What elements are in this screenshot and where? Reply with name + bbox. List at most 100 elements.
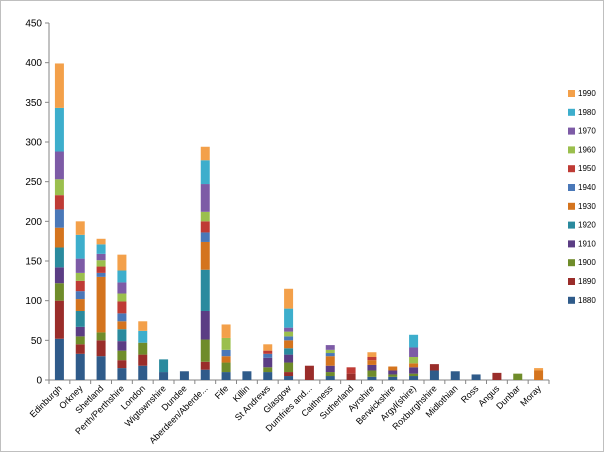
bar-segment: [284, 362, 294, 373]
bar-segment: [75, 234, 85, 259]
bar-segment: [200, 160, 210, 185]
legend: 1990 1980 1970 1960 1950 1940 1930 1920 1910 1900…: [568, 89, 596, 305]
bar-segment: [54, 107, 64, 152]
bar-segment: [284, 340, 294, 349]
y-tick-label: 250: [25, 177, 42, 188]
bar-segment: [75, 280, 85, 292]
bar-segment: [200, 339, 210, 362]
bar-segment: [325, 345, 335, 350]
bar-segment: [54, 247, 64, 268]
bar-segment: [284, 348, 294, 355]
bar-segment: [346, 367, 356, 374]
bar-segment: [200, 310, 210, 340]
legend-label: 1890: [578, 277, 596, 286]
bar-segment: [221, 356, 231, 363]
bar-segment: [75, 221, 85, 235]
bar-segment: [367, 356, 377, 361]
bar-segment: [117, 360, 127, 369]
bar-segment: [367, 364, 377, 371]
bar-segment: [284, 327, 294, 332]
legend-label: 1920: [578, 221, 596, 230]
bar-segment: [221, 372, 231, 380]
bar-segment: [284, 331, 294, 337]
bar-segment: [117, 321, 127, 330]
bar-segment: [54, 227, 64, 248]
bar-segment: [388, 366, 398, 371]
bar-segment: [200, 361, 210, 370]
legend-label: 1940: [578, 183, 596, 192]
bar-segment: [159, 372, 169, 380]
bar-segment: [367, 352, 377, 357]
bar-segment: [346, 373, 356, 380]
legend-swatch: [568, 296, 575, 304]
bar-segment: [325, 356, 335, 366]
bar-segment: [117, 270, 127, 283]
bar-segment: [284, 336, 294, 341]
bar-segment: [54, 63, 64, 108]
bar-segment: [325, 376, 335, 380]
bar-segment: [221, 349, 231, 357]
bar-segment: [75, 299, 85, 311]
bar-segment: [117, 293, 127, 302]
bar-segment: [450, 371, 460, 380]
bar-segment: [96, 238, 106, 245]
bar-segment: [409, 334, 419, 348]
legend-swatch: [568, 259, 575, 267]
legend-label: 1900: [578, 258, 596, 267]
bar-segment: [96, 253, 106, 261]
legend-swatch: [568, 108, 575, 116]
bar-segment: [429, 370, 439, 380]
legend-label: 1880: [578, 296, 596, 305]
y-tick-label: 50: [31, 336, 43, 347]
bar-segment: [284, 376, 294, 380]
y-tick-label: 400: [25, 58, 42, 69]
bar-segment: [138, 342, 148, 355]
legend-swatch: [568, 221, 575, 229]
bar-segment: [221, 337, 231, 350]
bar-segment: [117, 301, 127, 314]
bar-segment: [263, 353, 273, 358]
bars: [54, 63, 544, 380]
bar-segment: [429, 364, 439, 371]
bar-segment: [117, 341, 127, 351]
bar-segment: [492, 372, 502, 380]
bar-segment: [54, 283, 64, 301]
legend-swatch: [568, 165, 575, 173]
bar-segment: [75, 310, 85, 327]
bar-segment: [96, 276, 106, 333]
bar-segment: [75, 258, 85, 273]
bar-segment: [263, 367, 273, 373]
bar-segment: [54, 300, 64, 339]
bar-segment: [471, 374, 481, 380]
bar-segment: [200, 221, 210, 233]
bar-segment: [409, 367, 419, 374]
bar-segment: [75, 353, 85, 380]
bar-segment: [409, 373, 419, 377]
bar-segment: [534, 370, 544, 380]
bar-segment: [117, 350, 127, 361]
axes: 0 50 100 150 200 250 300 350 400 450: [25, 19, 550, 387]
bar-segment: [117, 329, 127, 342]
bar-segment: [325, 349, 335, 354]
x-tick-label: Moray: [518, 383, 543, 408]
legend-swatch: [568, 127, 575, 135]
legend-swatch: [568, 240, 575, 248]
bar-segment: [388, 370, 398, 375]
bar-segment: [117, 313, 127, 322]
bar-segment: [117, 282, 127, 294]
y-tick-label: 300: [25, 138, 42, 149]
bar-segment: [263, 372, 273, 380]
legend-label: 1990: [578, 89, 596, 98]
bar-segment: [284, 308, 294, 328]
bar-segment: [54, 195, 64, 210]
bar-segment: [75, 344, 85, 354]
bar-segment: [263, 344, 273, 351]
legend-label: 1950: [578, 164, 596, 173]
bar-segment: [284, 354, 294, 363]
bar-segment: [96, 244, 106, 254]
bar-segment: [138, 354, 148, 366]
bar-segment: [200, 146, 210, 161]
legend-swatch: [568, 278, 575, 285]
